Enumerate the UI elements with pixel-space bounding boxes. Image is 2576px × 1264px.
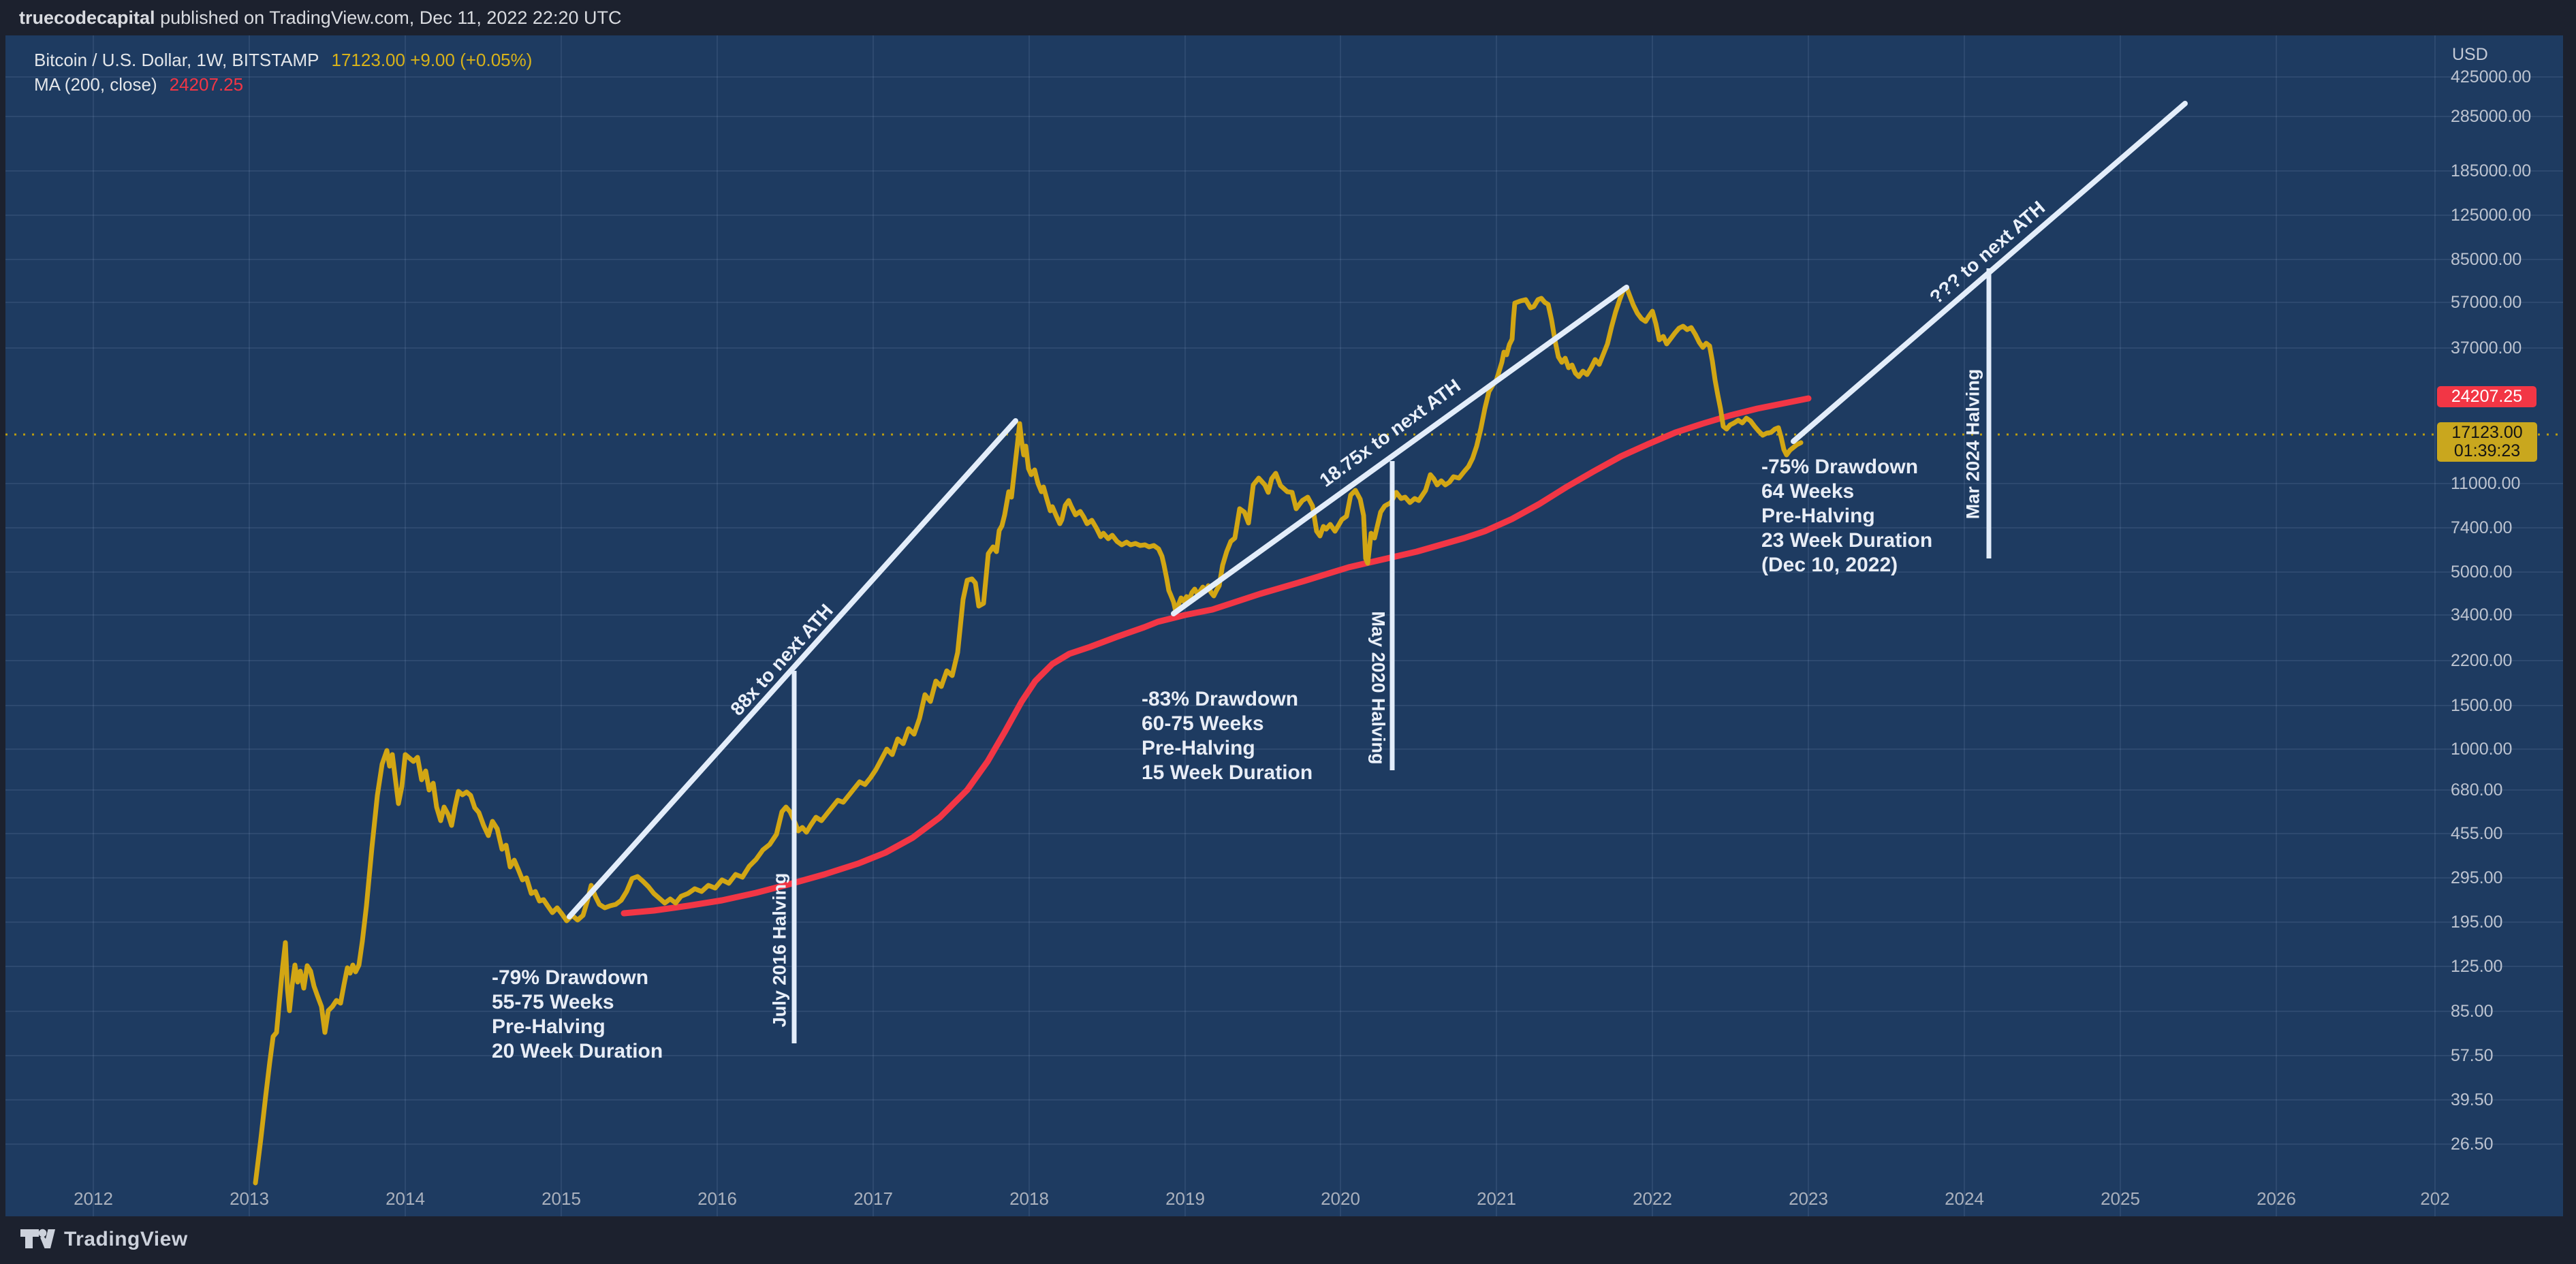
price-tick-185000.00: 185000.00 [2451, 161, 2532, 180]
year-label-2020: 2020 [1321, 1188, 1360, 1209]
ma-value: 24207.25 [169, 74, 244, 95]
drawdown-note-line: Pre-Halving [492, 1015, 606, 1038]
price-tick-26.50: 26.50 [2451, 1135, 2494, 1154]
chart-canvas [5, 35, 2563, 1216]
price-tick-7400.00: 7400.00 [2451, 518, 2513, 537]
drawdown-note-line: 23 Week Duration [1761, 529, 1933, 552]
year-label-2024: 2024 [1945, 1188, 1984, 1209]
drawdown-note-line: (Dec 10, 2022) [1761, 554, 1898, 576]
bar-countdown: 01:39:23 [2453, 441, 2521, 460]
year-label-2013: 2013 [230, 1188, 269, 1209]
drawdown-note-line: 64 Weeks [1761, 480, 1855, 503]
tradingview-logo-text: TradingView [64, 1228, 188, 1250]
halving-label-1: July 2016 Halving [769, 872, 790, 1028]
drawdown-note-line: 55-75 Weeks [492, 991, 614, 1013]
price-tick-195.00: 195.00 [2451, 913, 2503, 932]
symbol-legend-row: Bitcoin / U.S. Dollar, 1W, BITSTAMP 17123… [34, 48, 532, 72]
drawdown-note-line: 15 Week Duration [1142, 761, 1313, 784]
ma200-line [621, 395, 1812, 917]
price-tick-295.00: 295.00 [2451, 868, 2503, 887]
price-tick-39.50: 39.50 [2451, 1090, 2494, 1109]
price-tick-1500.00: 1500.00 [2451, 696, 2513, 715]
year-label-2012: 2012 [74, 1188, 113, 1209]
last-price-badge: 17123.00 01:39:23 [2437, 422, 2537, 462]
chart-pane [5, 35, 2563, 1216]
price-tick-2200.00: 2200.00 [2451, 651, 2513, 670]
price-tick-3400.00: 3400.00 [2451, 605, 2513, 625]
price-tick-680.00: 680.00 [2451, 780, 2503, 800]
btc-price-line [253, 285, 1804, 1186]
ma-title: MA (200, close) [34, 74, 157, 95]
year-label-2018: 2018 [1009, 1188, 1049, 1209]
year-label-2022: 2022 [1633, 1188, 1672, 1209]
tradingview-logo[interactable]: TradingView [20, 1226, 188, 1253]
price-tick-11000.00: 11000.00 [2451, 474, 2521, 493]
price-tick-37000.00: 37000.00 [2451, 338, 2522, 358]
price-tick-125000.00: 125000.00 [2451, 206, 2532, 225]
drawdown-note-line: 20 Week Duration [492, 1040, 663, 1062]
year-label-2026: 2026 [2257, 1188, 2296, 1209]
trendline-1 [567, 418, 1018, 919]
price-tick-57000.00: 57000.00 [2451, 293, 2522, 312]
drawdown-note-line: Pre-Halving [1142, 737, 1255, 759]
year-label-202: 202 [2420, 1188, 2450, 1209]
drawdown-note-line: 60-75 Weeks [1142, 712, 1264, 735]
publish-info: published on TradingView.com, Dec 11, 20… [155, 7, 622, 28]
drawdown-note-2: -83% Drawdown 60-75 Weeks Pre-Halving 15 We… [1142, 687, 1313, 785]
chart-legend: Bitcoin / U.S. Dollar, 1W, BITSTAMP 17123… [34, 48, 532, 97]
year-label-2017: 2017 [853, 1188, 893, 1209]
ma-price-badge: 24207.25 [2437, 386, 2536, 407]
ma-legend-row: MA (200, close) 24207.25 [34, 72, 532, 97]
publish-header: truecodecapital published on TradingView… [19, 0, 621, 35]
tradingview-logo-icon [20, 1229, 55, 1248]
symbol-quote: 17123.00 +9.00 (+0.05%) [331, 50, 533, 70]
price-tick-57.50: 57.50 [2451, 1046, 2494, 1065]
drawdown-note-line: -75% Drawdown [1761, 456, 1919, 478]
year-label-2014: 2014 [386, 1188, 425, 1209]
halving-label-2: May 2020 Halving [1368, 611, 1389, 765]
year-label-2019: 2019 [1165, 1188, 1205, 1209]
drawdown-note-3: -75% Drawdown 64 Weeks Pre-Halving 23 Week … [1761, 455, 1932, 578]
price-tick-425000.00: 425000.00 [2451, 67, 2532, 86]
year-label-2023: 2023 [1789, 1188, 1828, 1209]
trendline-2 [1171, 285, 1629, 616]
halving-label-3: Mar 2024 Halving [1962, 368, 1983, 520]
year-label-2021: 2021 [1477, 1188, 1516, 1209]
symbol-title: Bitcoin / U.S. Dollar, 1W, BITSTAMP [34, 50, 319, 70]
drawdown-note-line: -83% Drawdown [1142, 688, 1299, 710]
price-tick-285000.00: 285000.00 [2451, 107, 2532, 126]
price-tick-85.00: 85.00 [2451, 1002, 2494, 1021]
price-axis-unit: USD [2452, 45, 2488, 64]
drawdown-note-line: -79% Drawdown [492, 966, 649, 989]
price-tick-125.00: 125.00 [2451, 957, 2503, 976]
drawdown-note-1: -79% Drawdown 55-75 Weeks Pre-Halving 20 We… [492, 966, 663, 1064]
price-tick-85000.00: 85000.00 [2451, 250, 2522, 269]
price-tick-1000.00: 1000.00 [2451, 740, 2513, 759]
year-label-2025: 2025 [2101, 1188, 2140, 1209]
last-price-value: 17123.00 [2451, 423, 2523, 442]
price-tick-455.00: 455.00 [2451, 824, 2503, 843]
drawdown-note-line: Pre-Halving [1761, 505, 1875, 527]
year-label-2016: 2016 [697, 1188, 737, 1209]
publisher-username: truecodecapital [19, 7, 155, 28]
price-tick-5000.00: 5000.00 [2451, 563, 2513, 582]
year-label-2015: 2015 [541, 1188, 581, 1209]
